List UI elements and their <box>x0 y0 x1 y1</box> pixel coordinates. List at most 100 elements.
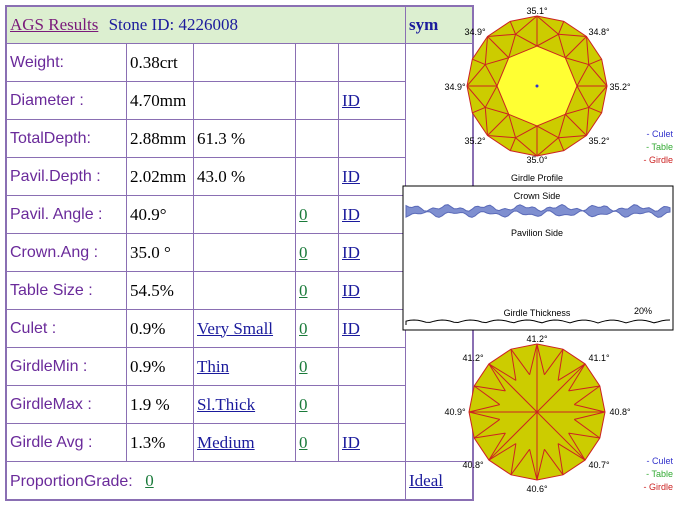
crown-facet-line <box>558 33 587 38</box>
id-link[interactable]: ID <box>342 204 360 224</box>
ideal-cell: Ideal <box>405 461 474 501</box>
ags-results-link[interactable]: AGS Results <box>10 15 99 34</box>
row-label: Pavil.Depth : <box>5 157 127 196</box>
row-value: 0.38crt <box>126 43 194 82</box>
zero-link[interactable]: 0 <box>299 394 308 414</box>
crown-angle-bl: 35.2° <box>464 136 486 146</box>
pavilion-facet-line <box>510 348 530 376</box>
row-zero <box>295 43 339 82</box>
pavilion-facet-line <box>536 343 545 375</box>
proportion-row: ProportionGrade: 0 Ideal <box>5 461 474 501</box>
thickness-percent: 20% <box>634 306 652 316</box>
row-value: 1.9 % <box>126 385 194 424</box>
row-value-2 <box>193 43 296 82</box>
row-zero: 0 <box>295 423 339 462</box>
crown-facet-line <box>515 15 538 35</box>
table-row: GirdleMin :0.9% Thin 0 <box>5 347 473 386</box>
grade-link[interactable]: Sl.Thick <box>197 394 256 414</box>
crown-facet-line <box>565 106 589 115</box>
pavilion-side-label: Pavilion Side <box>511 228 563 238</box>
row-value: 4.70mm <box>126 81 194 120</box>
crown-angle-top: 35.1° <box>526 6 548 16</box>
row-id: ID <box>338 81 406 120</box>
legend-girdle: - Girdle <box>643 155 673 165</box>
row-label: Crown.Ang : <box>5 233 127 272</box>
girdle-profile-title: Girdle Profile <box>511 173 563 183</box>
ideal-link[interactable]: Ideal <box>409 470 443 490</box>
pavilion-facet-line <box>473 419 501 439</box>
pavilion-facet-line <box>544 348 564 376</box>
id-link[interactable]: ID <box>342 166 360 186</box>
table-row: Girdle Avg :1.3% Medium 0 ID <box>5 423 473 462</box>
crown-facet-line <box>588 106 602 114</box>
pav-angle-top: 41.2° <box>526 334 548 344</box>
results-table: AGS Results Stone ID: 4226008 sym Weight… <box>5 5 474 501</box>
pavilion-facet-line <box>488 363 506 392</box>
pavilion-facet-line <box>488 432 506 461</box>
grade-link[interactable]: Very Small <box>197 318 274 338</box>
girdle-profile: Girdle Profile Crown Side Pavilion Side … <box>402 173 674 331</box>
pavilion-facet-line <box>574 411 606 420</box>
pavilion-facet-line <box>474 385 506 392</box>
thickness-line <box>405 319 671 325</box>
zero-link[interactable]: 0 <box>299 318 308 338</box>
crown-facet-line <box>466 85 486 108</box>
crown-facet-line <box>564 36 587 59</box>
zero-link[interactable]: 0 <box>299 356 308 376</box>
zero-link[interactable]: 0 <box>299 204 308 224</box>
grade-link[interactable]: Thin <box>197 356 230 376</box>
row-value: 2.02mm <box>126 157 194 196</box>
crown-facet-line <box>508 114 517 138</box>
crown-facet-line <box>484 107 489 136</box>
row-value: 0.9% <box>126 347 194 386</box>
pav-angle-br: 40.7° <box>588 460 610 470</box>
crown-angle-ml: 34.9° <box>444 82 466 92</box>
pavilion-facet-line <box>536 449 545 481</box>
crown-angle-mr: 35.2° <box>609 82 631 92</box>
row-label: Diameter : <box>5 81 127 120</box>
crown-facet-line <box>565 57 589 66</box>
pavilion-facet-line <box>573 419 601 439</box>
pavilion-facet-line <box>529 449 538 481</box>
id-link[interactable]: ID <box>342 90 360 110</box>
row-zero: 0 <box>295 195 339 234</box>
zero-link[interactable]: 0 <box>299 432 308 452</box>
row-zero: 0 <box>295 233 339 272</box>
crown-facet-line <box>515 137 538 157</box>
pavilion-facet-line <box>568 363 586 392</box>
row-value-2 <box>193 81 296 120</box>
crown-angle-tl: 34.9° <box>464 27 486 37</box>
row-label: GirdleMax : <box>5 385 127 424</box>
zero-link[interactable]: 0 <box>299 280 308 300</box>
grade-link[interactable]: Medium <box>197 432 255 452</box>
crown-angle-bottom: 35.0° <box>526 155 548 165</box>
pav-angle-mr: 40.8° <box>609 407 631 417</box>
table-row: TotalDepth: 2.88mm 61.3 % <box>5 119 473 158</box>
proportion-value-link[interactable]: 0 <box>145 470 154 490</box>
id-link[interactable]: ID <box>342 242 360 262</box>
id-link[interactable]: ID <box>342 280 360 300</box>
crown-facet-line <box>564 113 587 136</box>
crown-facet-line <box>472 106 486 114</box>
pavilion-facet-line <box>557 443 586 461</box>
legend-table: - Table <box>646 142 673 152</box>
id-link[interactable]: ID <box>342 432 360 452</box>
crown-facet-line <box>472 58 486 66</box>
id-link[interactable]: ID <box>342 318 360 338</box>
pavilion-main-line <box>488 411 538 461</box>
pavilion-main-line <box>488 363 538 413</box>
pavilion-facet-line <box>574 404 606 413</box>
crown-facet-line <box>515 33 538 47</box>
zero-link[interactable]: 0 <box>299 242 308 262</box>
row-id: ID <box>338 423 406 462</box>
pavilion-main-line <box>536 411 586 461</box>
pav-legend-culet: - Culet <box>646 456 673 466</box>
pavilion-facet-line <box>544 448 564 476</box>
pavilion-facet-line <box>557 363 586 381</box>
table-row: Pavil.Depth :2.02mm 43.0 % ID <box>5 157 473 196</box>
crown-facet-line <box>558 134 587 139</box>
row-value-2: 61.3 % <box>193 119 296 158</box>
table-row: Culet :0.9% Very Small 0 ID <box>5 309 473 348</box>
crown-facet-line <box>487 134 516 139</box>
table-row: Table Size :54.5% 0 ID <box>5 271 473 310</box>
